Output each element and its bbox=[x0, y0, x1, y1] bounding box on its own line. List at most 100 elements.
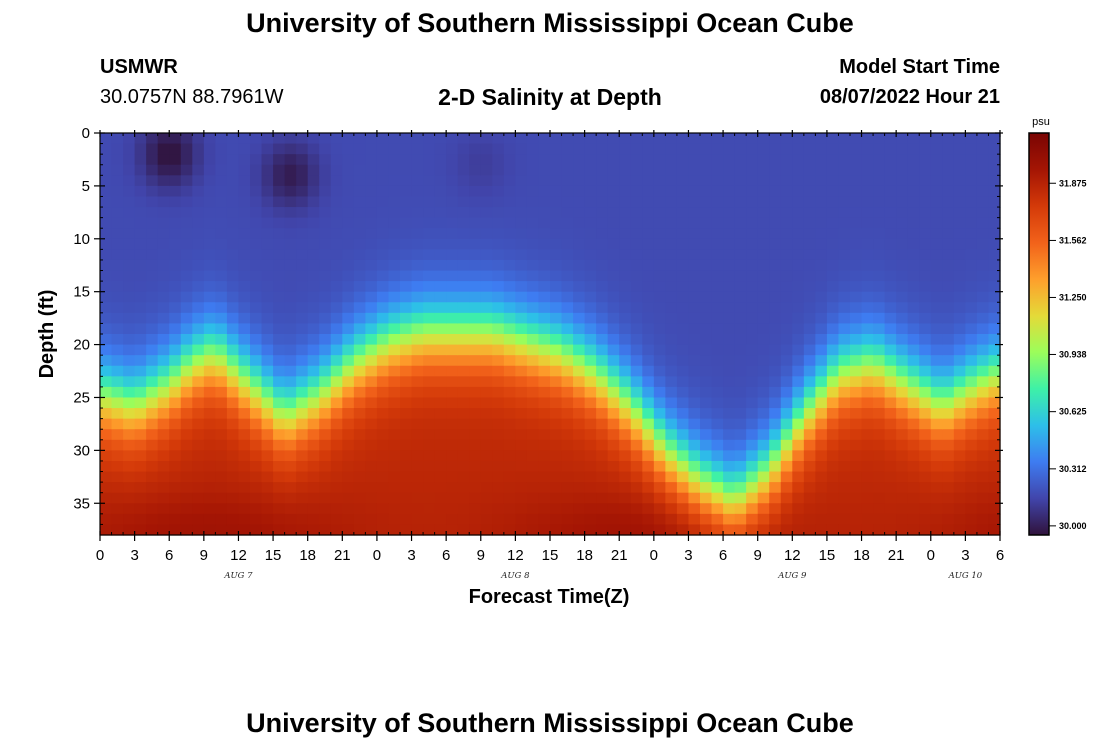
heatmap-cell bbox=[838, 291, 851, 303]
heatmap-cell bbox=[480, 323, 493, 335]
heatmap-cell bbox=[134, 513, 147, 526]
heatmap-cell bbox=[665, 238, 678, 250]
heatmap-cell bbox=[734, 185, 747, 198]
heatmap-cell bbox=[619, 154, 632, 166]
heatmap-cell bbox=[146, 355, 159, 367]
heatmap-cell bbox=[169, 175, 182, 187]
heatmap-cell bbox=[630, 164, 643, 176]
heatmap-cell bbox=[630, 143, 643, 155]
heatmap-cell bbox=[815, 334, 828, 346]
heatmap-cell bbox=[676, 524, 690, 536]
heatmap-cell bbox=[792, 143, 805, 155]
heatmap-cell bbox=[503, 513, 516, 526]
heatmap-cell bbox=[792, 344, 805, 356]
heatmap-cell bbox=[700, 259, 713, 272]
heatmap-cell bbox=[284, 291, 297, 303]
heatmap-cell bbox=[665, 281, 678, 293]
heatmap-cell bbox=[653, 365, 666, 377]
heatmap-cell bbox=[365, 143, 378, 155]
heatmap-cell bbox=[492, 355, 505, 367]
y-axis-label: Depth (ft) bbox=[36, 290, 58, 379]
heatmap-cell bbox=[838, 503, 851, 515]
heatmap-cell bbox=[619, 270, 632, 282]
heatmap-cell bbox=[792, 154, 805, 166]
heatmap-cell bbox=[538, 207, 551, 219]
heatmap-cell bbox=[757, 439, 770, 451]
heatmap-cell bbox=[261, 503, 274, 515]
heatmap-cell bbox=[723, 270, 736, 282]
heatmap-cell bbox=[146, 439, 159, 451]
heatmap-cell bbox=[296, 334, 309, 346]
heatmap-cell bbox=[653, 503, 666, 515]
heatmap-cell bbox=[619, 217, 632, 229]
heatmap-cell bbox=[342, 238, 355, 250]
heatmap-cell bbox=[538, 185, 551, 198]
x-tick-label: 9 bbox=[200, 547, 208, 564]
heatmap-cell bbox=[769, 133, 782, 145]
heatmap-cell bbox=[884, 217, 897, 229]
heatmap-cell bbox=[630, 291, 643, 303]
heatmap-cell bbox=[342, 503, 355, 515]
heatmap-cell bbox=[203, 524, 216, 536]
heatmap-cell bbox=[446, 302, 459, 314]
heatmap-cell bbox=[330, 334, 343, 346]
heatmap-cell bbox=[965, 450, 978, 462]
heatmap-cell bbox=[469, 302, 482, 314]
heatmap-cell bbox=[757, 207, 770, 219]
heatmap-cell bbox=[180, 281, 193, 293]
heatmap-cell bbox=[976, 503, 990, 515]
heatmap-cell bbox=[630, 418, 643, 430]
heatmap-cell bbox=[503, 133, 516, 145]
heatmap-cell bbox=[642, 376, 655, 388]
heatmap-cell bbox=[538, 228, 551, 240]
heatmap-cell bbox=[965, 207, 978, 219]
heatmap-cell bbox=[573, 291, 586, 303]
heatmap-cell bbox=[746, 397, 759, 409]
heatmap-cell bbox=[388, 471, 401, 483]
heatmap-cell bbox=[330, 355, 343, 367]
heatmap-cell bbox=[250, 259, 263, 272]
heatmap-cell bbox=[261, 429, 274, 441]
heatmap-cell bbox=[826, 291, 840, 303]
heatmap-cell bbox=[492, 471, 505, 483]
heatmap-cell bbox=[446, 450, 459, 462]
heatmap-cell bbox=[596, 196, 609, 208]
heatmap-cell bbox=[757, 323, 770, 335]
heatmap-cell bbox=[665, 323, 678, 335]
heatmap-cell bbox=[965, 386, 978, 399]
heatmap-cell bbox=[296, 503, 309, 515]
heatmap-cell bbox=[734, 355, 747, 367]
heatmap-cell bbox=[723, 429, 736, 441]
heatmap-cell bbox=[492, 439, 505, 451]
heatmap-cell bbox=[480, 164, 493, 176]
heatmap-cell bbox=[815, 238, 828, 250]
heatmap-cell bbox=[192, 408, 205, 420]
heatmap-cell bbox=[746, 323, 759, 335]
heatmap-cell bbox=[642, 154, 655, 166]
heatmap-cell bbox=[134, 471, 147, 483]
heatmap-cell bbox=[584, 207, 597, 219]
heatmap-cell bbox=[550, 365, 563, 377]
heatmap-cell bbox=[365, 249, 378, 261]
heatmap-cell bbox=[757, 492, 770, 504]
heatmap-cell bbox=[780, 281, 793, 293]
heatmap-cell bbox=[400, 482, 413, 494]
heatmap-cell bbox=[307, 482, 320, 494]
heatmap-cell bbox=[838, 270, 851, 282]
heatmap-cell bbox=[688, 228, 701, 240]
heatmap-cell bbox=[538, 460, 551, 473]
heatmap-cell bbox=[711, 450, 724, 462]
heatmap-cell bbox=[180, 408, 193, 420]
heatmap-cell bbox=[792, 312, 805, 325]
heatmap-cell bbox=[884, 185, 897, 198]
heatmap-cell bbox=[976, 460, 990, 473]
heatmap-cell bbox=[769, 164, 782, 176]
heatmap-cell bbox=[769, 323, 782, 335]
heatmap-cell bbox=[411, 175, 424, 187]
heatmap-cell bbox=[492, 238, 505, 250]
heatmap-cell bbox=[919, 334, 932, 346]
heatmap-cell bbox=[676, 238, 690, 250]
heatmap-cell bbox=[203, 185, 216, 198]
heatmap-cell bbox=[642, 228, 655, 240]
heatmap-cell bbox=[250, 418, 263, 430]
